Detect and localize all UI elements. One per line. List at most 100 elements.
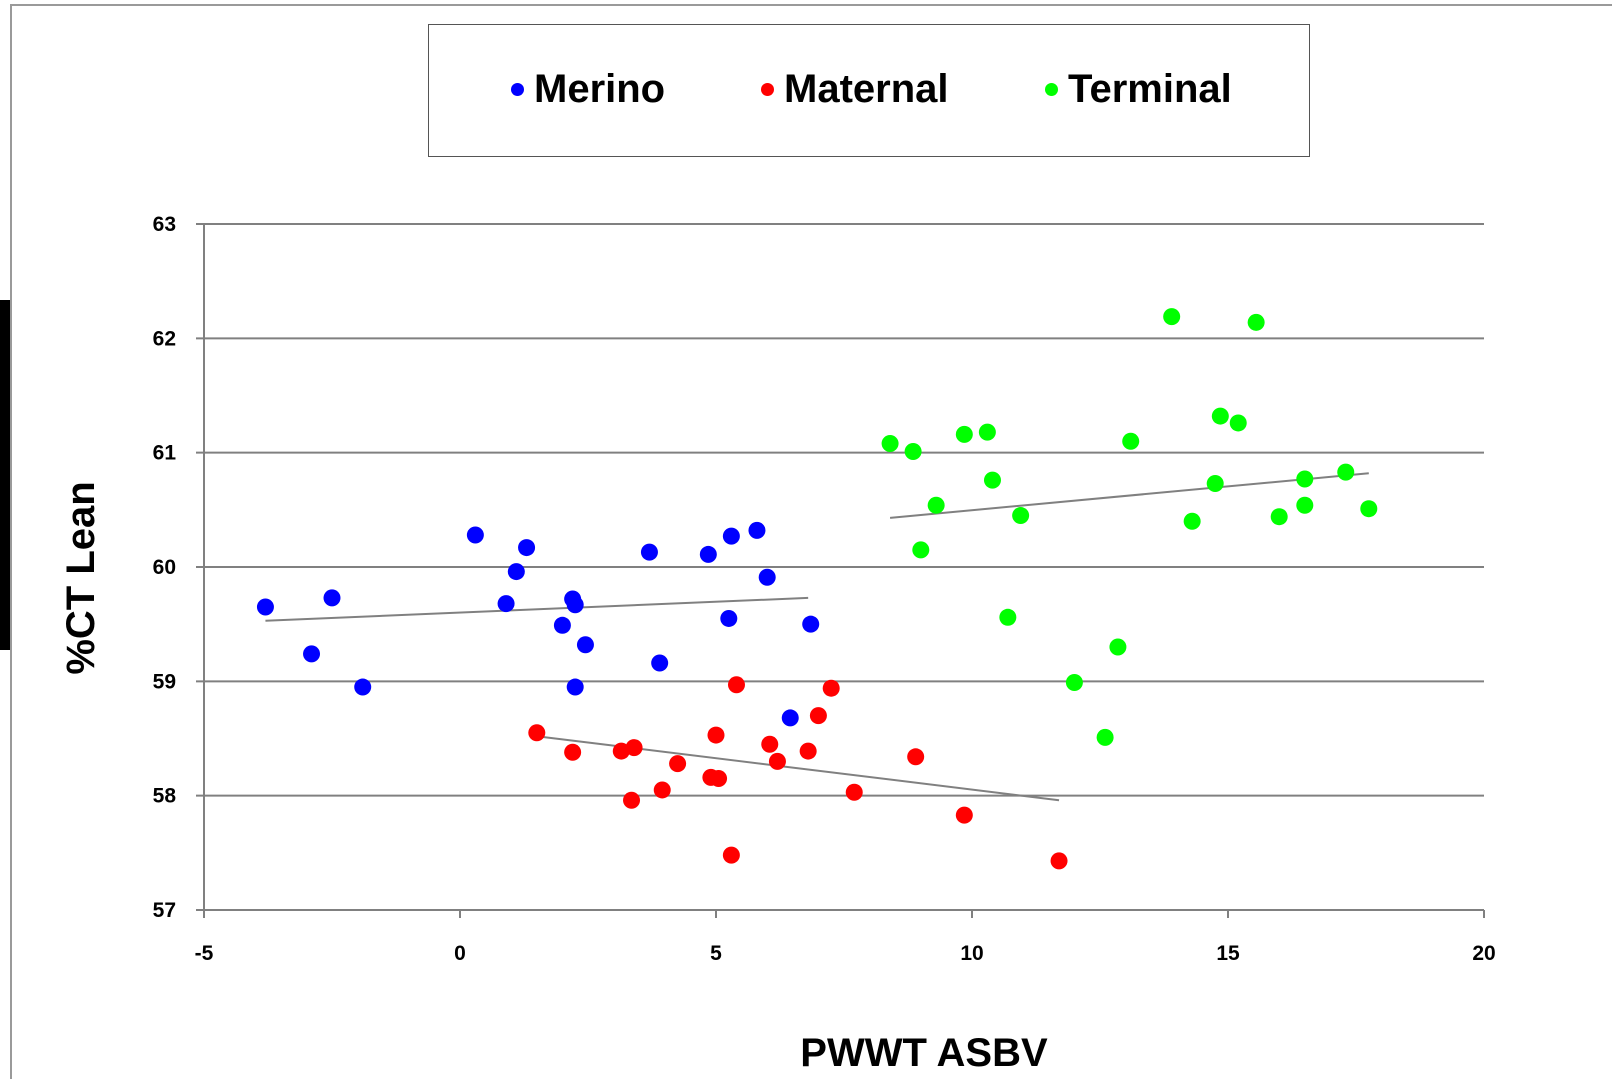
legend-marker-maternal <box>761 83 774 96</box>
point-terminal <box>1360 500 1378 518</box>
y-axis-label: %CT Lean <box>59 481 103 674</box>
point-merino <box>781 709 799 727</box>
y-tick-label: 63 <box>153 213 176 236</box>
point-merino <box>323 589 341 607</box>
legend-label-maternal: Maternal <box>784 67 949 111</box>
y-tick-label: 57 <box>153 899 176 922</box>
point-terminal <box>1109 638 1127 656</box>
point-merino <box>720 609 738 627</box>
point-merino <box>699 545 717 563</box>
point-maternal <box>809 707 827 725</box>
point-merino <box>507 563 525 581</box>
point-merino <box>303 645 321 663</box>
y-tick-label: 61 <box>153 442 177 465</box>
legend-marker-merino <box>511 83 524 96</box>
x-tick-label: 20 <box>1472 942 1495 965</box>
point-merino <box>518 539 536 557</box>
point-terminal <box>1163 308 1181 326</box>
point-merino <box>802 615 820 633</box>
legend-label-merino: Merino <box>534 67 666 111</box>
point-merino <box>553 616 571 634</box>
point-maternal <box>722 846 740 864</box>
trendline-merino <box>265 596 809 622</box>
point-terminal <box>1296 470 1314 488</box>
point-maternal <box>799 742 817 760</box>
point-terminal <box>1012 507 1030 525</box>
point-maternal <box>625 739 643 757</box>
point-maternal <box>623 791 641 809</box>
point-terminal <box>912 541 930 559</box>
y-tick-label: 58 <box>153 785 177 808</box>
legend-item-terminal: Terminal <box>1045 67 1232 112</box>
legend-label-terminal: Terminal <box>1068 67 1232 111</box>
point-terminal <box>1247 313 1265 331</box>
point-terminal <box>904 443 922 461</box>
left-edge-bar <box>0 300 10 650</box>
point-merino <box>466 526 484 544</box>
axes <box>203 224 1485 918</box>
point-terminal <box>1183 512 1201 530</box>
point-terminal <box>1206 475 1224 493</box>
point-maternal <box>564 743 582 761</box>
point-terminal <box>1065 673 1083 691</box>
point-maternal <box>727 676 745 694</box>
point-terminal <box>1337 463 1355 481</box>
point-maternal <box>528 724 546 742</box>
point-maternal <box>710 770 728 788</box>
point-merino <box>640 543 658 561</box>
point-terminal <box>978 423 996 441</box>
data-points <box>256 308 1378 870</box>
x-tick-label: 0 <box>454 942 466 965</box>
point-maternal <box>669 755 687 773</box>
point-merino <box>497 595 515 613</box>
x-axis-label: PWWT ASBV <box>800 1031 1048 1075</box>
legend-item-merino: Merino <box>511 67 665 112</box>
point-maternal <box>822 679 840 697</box>
y-tick-label: 62 <box>153 327 176 350</box>
point-merino <box>758 568 776 586</box>
point-terminal <box>1229 414 1247 432</box>
point-terminal <box>1296 496 1314 514</box>
point-terminal <box>1211 407 1229 425</box>
x-tick-label: 15 <box>1216 942 1240 965</box>
point-maternal <box>768 752 786 770</box>
point-terminal <box>881 435 899 453</box>
point-terminal <box>1096 728 1114 746</box>
gridlines <box>196 223 1484 911</box>
legend-marker-terminal <box>1045 83 1058 96</box>
point-merino <box>722 527 740 545</box>
point-terminal <box>983 471 1001 489</box>
point-maternal <box>653 781 671 799</box>
point-terminal <box>1270 508 1288 526</box>
y-tick-label: 59 <box>153 670 176 693</box>
point-maternal <box>707 726 725 744</box>
chart-frame <box>10 4 1612 1079</box>
x-tick-label: 5 <box>710 942 722 965</box>
point-terminal <box>927 496 945 514</box>
legend-item-maternal: Maternal <box>761 67 949 112</box>
point-maternal <box>612 742 630 760</box>
point-maternal <box>907 748 925 766</box>
y-tick-label: 60 <box>153 556 176 579</box>
point-merino <box>748 521 766 539</box>
point-merino <box>354 678 372 696</box>
point-maternal <box>1050 852 1068 870</box>
point-merino <box>566 678 584 696</box>
legend: Merino Maternal Terminal <box>428 24 1310 157</box>
point-merino <box>566 596 584 614</box>
point-maternal <box>955 806 973 824</box>
point-merino <box>651 654 669 672</box>
trendlines <box>265 472 1369 802</box>
point-merino <box>256 598 274 616</box>
point-maternal <box>845 783 863 801</box>
point-maternal <box>761 735 779 753</box>
point-terminal <box>1122 432 1140 450</box>
point-merino <box>576 636 594 654</box>
point-terminal <box>999 608 1017 626</box>
x-tick-label: -5 <box>195 942 214 965</box>
trendline-terminal <box>889 472 1369 519</box>
point-terminal <box>955 425 973 443</box>
tick-labels: 57 58 59 60 61 62 63 -5 0 5 10 15 20 <box>153 213 1496 965</box>
x-tick-label: 10 <box>960 942 983 965</box>
